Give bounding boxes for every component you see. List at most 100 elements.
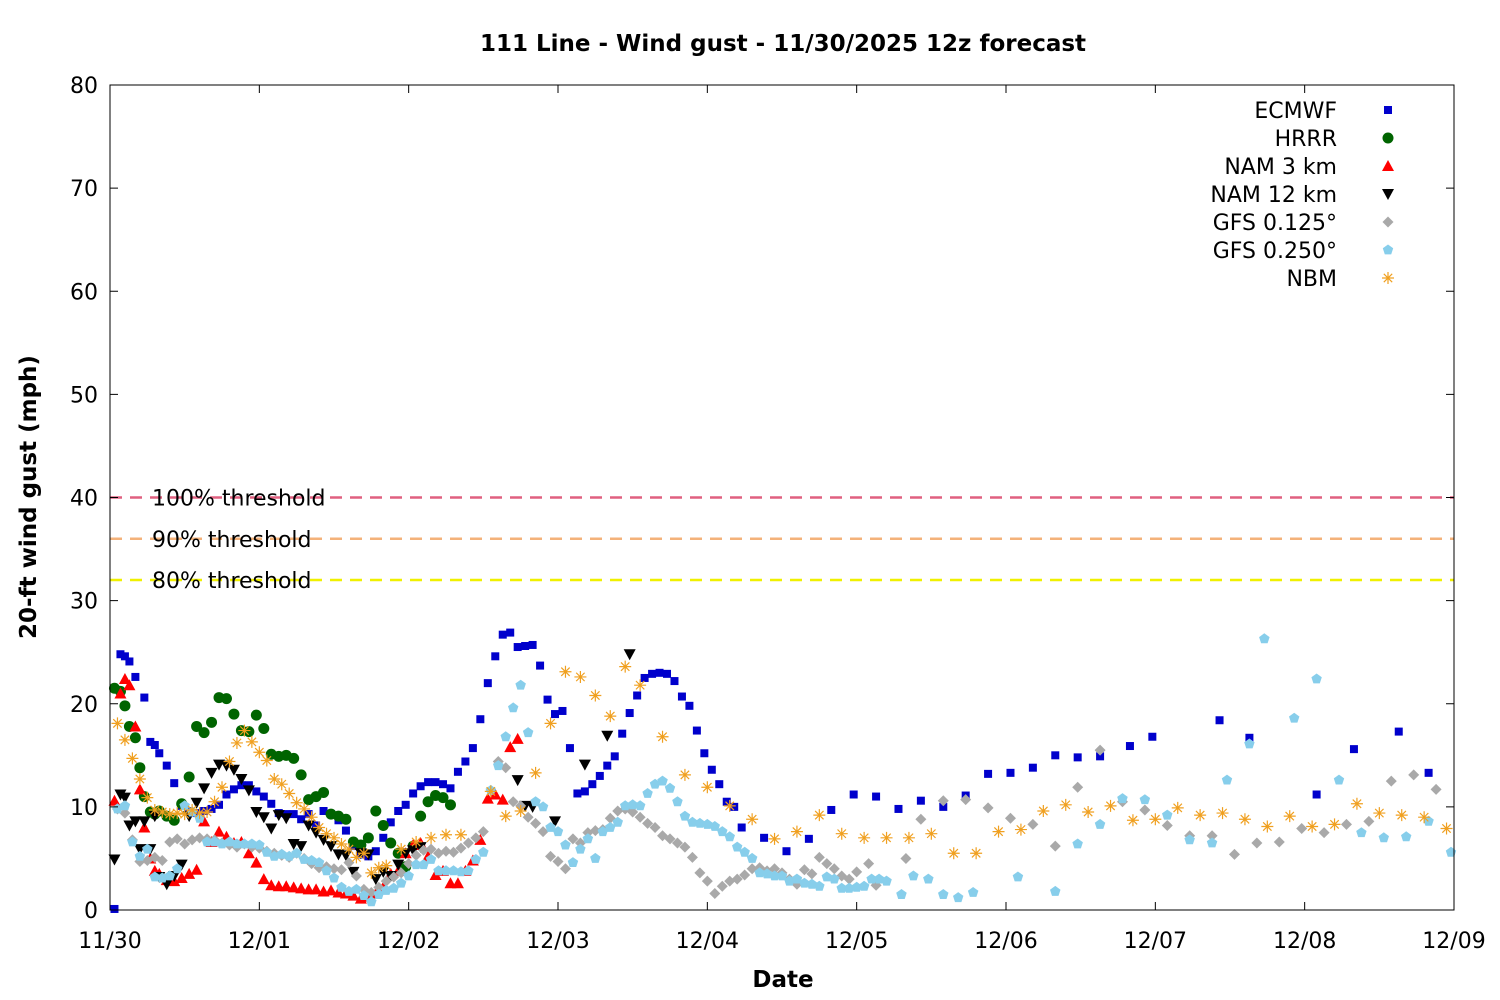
data-point-ecmwf xyxy=(1028,763,1037,772)
data-point-nbm xyxy=(133,773,146,786)
data-point-ecmwf xyxy=(580,787,589,796)
data-point-nbm xyxy=(186,803,199,816)
data-point-ecmwf xyxy=(125,657,134,666)
data-point-nam-3-km xyxy=(213,825,226,837)
data-point-ecmwf xyxy=(730,802,739,811)
data-point-ecmwf xyxy=(558,706,567,715)
data-point-nam-12-km xyxy=(272,810,285,822)
data-point-hrrr xyxy=(318,786,330,798)
data-point-gfs-0-125 xyxy=(694,867,706,879)
data-point-ecmwf xyxy=(110,904,119,913)
data-point-hrrr xyxy=(370,805,382,817)
data-point-gfs-0-125 xyxy=(1228,848,1240,860)
legend-item-ecmwf: ECMWF xyxy=(1254,99,1392,124)
data-point-gfs-0-250 xyxy=(799,877,810,888)
data-point-gfs-0-125 xyxy=(851,866,863,878)
data-point-gfs-0-125 xyxy=(507,796,519,808)
data-point-gfs-0-250 xyxy=(1356,827,1367,838)
threshold-label-80-threshold: 80% threshold xyxy=(152,569,312,594)
data-point-hrrr xyxy=(258,723,270,734)
data-point-gfs-0-125 xyxy=(171,833,183,845)
data-point-ecmwf xyxy=(849,790,858,799)
data-point-gfs-0-250 xyxy=(515,679,526,690)
data-point-nam-3-km xyxy=(242,847,255,859)
data-point-ecmwf xyxy=(1349,745,1358,754)
x-tick-label: 11/30 xyxy=(78,929,141,954)
data-point-gfs-0-250 xyxy=(1401,831,1412,842)
data-point-gfs-0-250 xyxy=(642,788,653,798)
data-point-gfs-0-250 xyxy=(938,889,949,899)
data-point-ecmwf xyxy=(498,630,507,639)
data-point-ecmwf xyxy=(521,642,530,650)
data-point-nam-12-km xyxy=(250,807,263,819)
x-tick-label: 12/05 xyxy=(825,929,888,954)
data-point-gfs-0-250 xyxy=(306,855,317,865)
legend: ECMWF HRRR NAM 3 km NAM 12 km GFS 0.125° GFS … xyxy=(1210,99,1394,292)
threshold-label-90-threshold: 90% threshold xyxy=(152,528,312,553)
data-point-nbm xyxy=(723,799,736,812)
data-point-hrrr xyxy=(288,752,300,764)
data-point-ecmwf xyxy=(536,661,545,670)
y-tick-label: 70 xyxy=(70,177,98,202)
y-tick-label: 40 xyxy=(70,487,98,512)
data-point-gfs-0-125 xyxy=(179,838,191,850)
data-point-nam-12-km xyxy=(242,785,255,797)
data-point-ecmwf xyxy=(120,652,129,661)
x-tick-label: 12/06 xyxy=(974,929,1037,954)
data-point-nam-12-km xyxy=(129,816,142,828)
data-point-gfs-0-125 xyxy=(403,858,415,870)
data-point-gfs-0-250 xyxy=(366,896,377,907)
data-point-ecmwf xyxy=(162,761,171,770)
data-point-gfs-0-125 xyxy=(709,888,721,899)
data-point-ecmwf xyxy=(319,807,328,815)
data-point-hrrr xyxy=(437,792,449,804)
y-tick-label: 80 xyxy=(70,74,98,99)
data-point-nbm xyxy=(1194,809,1207,822)
data-point-gfs-0-250 xyxy=(231,838,243,849)
data-point-nbm xyxy=(290,796,303,809)
data-point-ecmwf xyxy=(116,650,125,659)
data-point-ecmwf xyxy=(551,710,560,719)
data-point-nbm xyxy=(858,831,871,844)
data-point-ecmwf xyxy=(1096,752,1105,761)
data-point-gfs-0-125 xyxy=(828,863,840,875)
data-point-hrrr xyxy=(198,727,210,739)
data-point-nbm xyxy=(201,806,214,819)
data-point-gfs-0-125 xyxy=(559,863,571,875)
data-point-ecmwf xyxy=(760,833,769,842)
data-point-nam-12-km xyxy=(511,775,524,787)
data-point-ecmwf xyxy=(939,802,948,811)
data-point-nbm xyxy=(1126,814,1139,827)
data-point-hrrr xyxy=(220,693,232,705)
data-point-gfs-0-125 xyxy=(1273,836,1285,848)
data-point-gfs-0-125 xyxy=(335,864,347,876)
series-nam-12-km xyxy=(108,649,636,891)
data-point-nbm xyxy=(253,746,266,759)
data-point-ecmwf xyxy=(229,785,238,794)
data-point-gfs-0-125 xyxy=(530,817,542,829)
data-point-gfs-0-250 xyxy=(433,865,444,876)
data-point-nam-12-km xyxy=(148,811,161,823)
data-point-gfs-0-250 xyxy=(470,854,482,864)
data-point-ecmwf xyxy=(476,715,485,724)
data-point-nam-12-km xyxy=(257,812,270,824)
data-point-gfs-0-250 xyxy=(403,870,414,881)
x-tick-label: 12/01 xyxy=(228,929,291,954)
x-tick-label: 12/04 xyxy=(676,929,739,954)
data-point-gfs-0-250 xyxy=(836,882,847,893)
data-point-gfs-0-125 xyxy=(1004,812,1016,824)
data-point-gfs-0-250 xyxy=(284,850,295,861)
data-point-gfs-0-250 xyxy=(896,889,907,899)
data-point-gfs-0-250 xyxy=(179,800,190,811)
data-point-ecmwf xyxy=(371,847,380,856)
data-point-ecmwf xyxy=(289,810,298,819)
data-point-nam-3-km xyxy=(489,788,502,800)
data-point-ecmwf xyxy=(692,726,701,735)
data-point-gfs-0-250 xyxy=(463,865,474,876)
data-point-gfs-0-125 xyxy=(739,869,751,881)
data-point-ecmwf xyxy=(146,737,155,746)
data-point-ecmwf xyxy=(222,790,231,799)
data-point-gfs-0-125 xyxy=(156,855,168,866)
data-point-gfs-0-250 xyxy=(455,866,467,877)
data-point-nbm xyxy=(454,828,467,841)
